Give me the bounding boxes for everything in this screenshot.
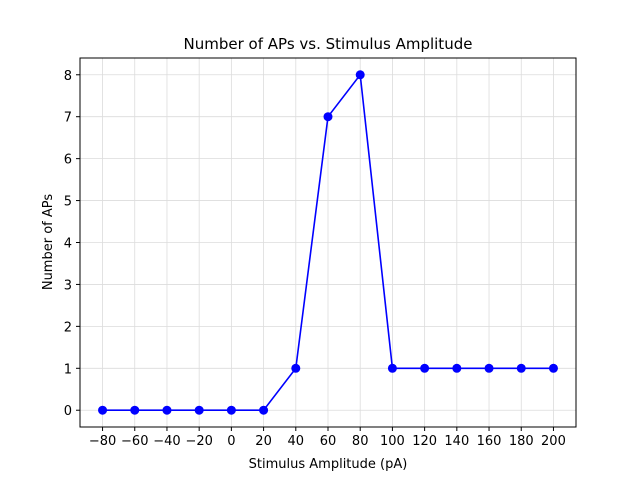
- x-axis-label: Stimulus Amplitude (pA): [249, 457, 408, 472]
- y-tick-label: 2: [64, 320, 72, 335]
- y-tick-label: 3: [64, 278, 72, 293]
- y-tick-label: 0: [64, 404, 72, 419]
- x-tick-label: −20: [185, 434, 212, 449]
- data-point: [355, 70, 365, 80]
- data-point: [323, 112, 333, 122]
- x-tick-label: 100: [380, 434, 405, 449]
- x-tick-label: 140: [444, 434, 469, 449]
- x-tick-label: 80: [352, 434, 369, 449]
- data-point: [387, 363, 397, 373]
- data-point: [194, 405, 204, 415]
- x-tick-label: 20: [255, 434, 272, 449]
- data-point: [226, 405, 236, 415]
- data-point: [548, 363, 558, 373]
- y-tick-label: 4: [64, 237, 72, 252]
- series-layer: [98, 70, 558, 415]
- x-tick-label: 160: [477, 434, 502, 449]
- x-tick-label: −80: [89, 434, 116, 449]
- data-point: [98, 405, 108, 415]
- y-axis: 0 1 2 3 4 5 6 7 8: [64, 69, 80, 419]
- data-point: [420, 363, 430, 373]
- data-point: [452, 363, 462, 373]
- y-tick-label: 6: [64, 153, 72, 168]
- data-point: [291, 363, 301, 373]
- data-point: [162, 405, 172, 415]
- y-tick-label: 7: [64, 111, 72, 126]
- chart-title: Number of APs vs. Stimulus Amplitude: [184, 35, 473, 53]
- x-tick-label: 180: [509, 434, 534, 449]
- data-point: [130, 405, 140, 415]
- data-point: [516, 363, 526, 373]
- x-tick-label: −40: [153, 434, 180, 449]
- data-point: [259, 405, 269, 415]
- y-tick-label: 8: [64, 69, 72, 84]
- data-point: [484, 363, 494, 373]
- x-tick-label: 200: [541, 434, 566, 449]
- y-tick-label: 5: [64, 195, 72, 210]
- x-axis: −80 −60 −40 −20 0 20 40 60 80 100 120 140 160 180 200: [89, 427, 566, 449]
- x-tick-label: 120: [412, 434, 437, 449]
- y-tick-label: 1: [64, 362, 72, 377]
- x-tick-label: 40: [288, 434, 305, 449]
- x-tick-label: 0: [227, 434, 235, 449]
- y-axis-label: Number of APs: [41, 194, 56, 291]
- x-tick-label: 60: [320, 434, 337, 449]
- x-tick-label: −60: [121, 434, 148, 449]
